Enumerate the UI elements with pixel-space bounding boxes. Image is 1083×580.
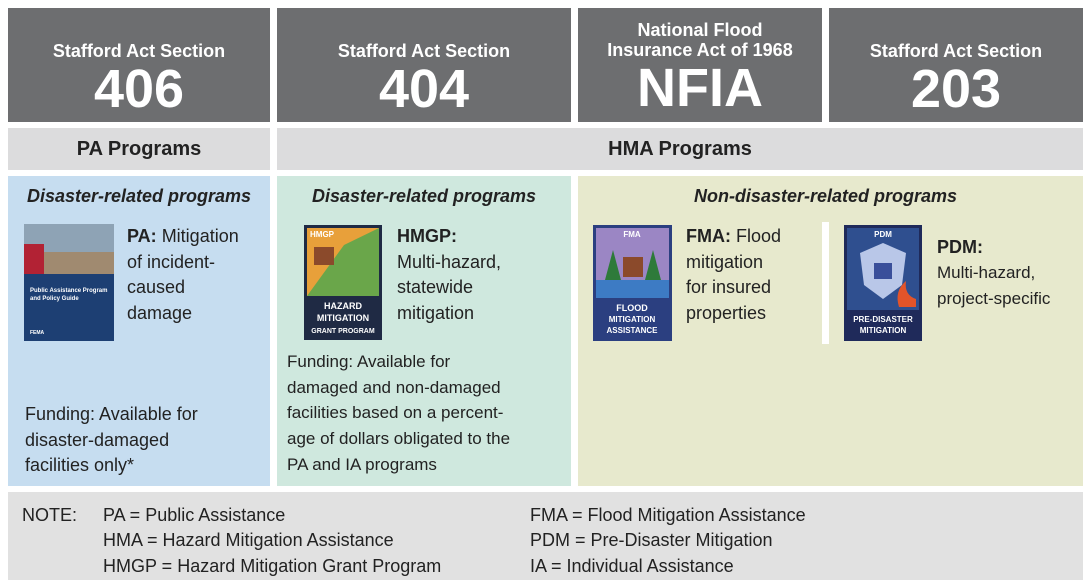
note-item: HMA = Hazard Mitigation Assistance <box>103 530 394 551</box>
program-description: Multi-hazard, <box>397 252 501 273</box>
note-label: NOTE: <box>22 505 77 526</box>
icon-text: and Policy Guide <box>30 296 79 302</box>
icon-text: HMGP <box>310 230 335 239</box>
header-box: National Flood Insurance Act of 1968 NFI… <box>578 8 822 122</box>
icon-text: GRANT PROGRAM <box>311 328 375 335</box>
funding-line: PA and IA programs <box>287 455 437 475</box>
icon-text: PDM <box>874 230 892 239</box>
panel-heading: Disaster-related programs <box>8 186 270 207</box>
program-line: PA: Mitigation <box>127 226 239 247</box>
program-description: of incident- <box>127 252 215 273</box>
icon-text: FMA <box>623 230 641 239</box>
program-description: mitigation <box>686 252 763 273</box>
program-code: FMA: <box>686 226 731 246</box>
header-subtitle: Stafford Act Section <box>8 41 270 61</box>
note-item: PDM = Pre-Disaster Mitigation <box>530 530 773 551</box>
hmgp-icon: HMGP HAZARD MITIGATION GRANT PROGRAM <box>304 225 382 340</box>
header-subtitle: Insurance Act of 1968 <box>578 40 822 60</box>
icon-text: FLOOD <box>616 303 648 313</box>
note-item: FMA = Flood Mitigation Assistance <box>530 505 806 526</box>
panel-heading: Non-disaster-related programs <box>578 186 1073 207</box>
header-subtitle: Stafford Act Section <box>829 41 1083 61</box>
program-code: PA: <box>127 226 157 246</box>
program-group: PA Programs <box>8 128 270 170</box>
funding-line: Funding: Available for <box>25 404 198 425</box>
funding-line: damaged and non-damaged <box>287 378 501 398</box>
panel-heading: Disaster-related programs <box>277 186 571 207</box>
icon-text: ASSISTANCE <box>607 326 659 335</box>
program-description: damage <box>127 303 192 324</box>
program-description: for insured <box>686 277 771 298</box>
pdm-icon: PDM PRE-DISASTER MITIGATION <box>844 225 922 341</box>
header-subtitle: National Flood <box>578 20 822 40</box>
icon-text: PRE-DISASTER <box>853 315 913 324</box>
header-subtitle: Stafford Act Section <box>277 41 571 61</box>
header-box: Stafford Act Section 203 <box>829 8 1083 122</box>
icon-text: HAZARD <box>324 301 362 311</box>
program-description: properties <box>686 303 766 324</box>
program-description: project-specific <box>937 289 1050 309</box>
program-code: HMGP: <box>397 226 457 247</box>
icon-text: Public Assistance Program <box>30 288 107 294</box>
icon-text: MITIGATION <box>609 315 656 324</box>
divider <box>822 222 829 344</box>
program-description: Multi-hazard, <box>937 263 1035 283</box>
program-description: caused <box>127 277 185 298</box>
icon-text: FEMA <box>30 330 45 336</box>
header-title: NFIA <box>578 60 822 116</box>
program-description: mitigation <box>397 303 474 324</box>
infographic: Stafford Act Section 406 Stafford Act Se… <box>0 0 1083 580</box>
icon-text: MITIGATION <box>860 326 907 335</box>
program-description: Flood <box>736 226 781 246</box>
header-box: Stafford Act Section 404 <box>277 8 571 122</box>
program-group: HMA Programs <box>277 128 1083 170</box>
note-item: HMGP = Hazard Mitigation Grant Program <box>103 556 441 577</box>
program-line: FMA: Flood <box>686 226 781 247</box>
note-item: IA = Individual Assistance <box>530 556 734 577</box>
header-box: Stafford Act Section 406 <box>8 8 270 122</box>
note-item: PA = Public Assistance <box>103 505 285 526</box>
funding-line: disaster-damaged <box>25 430 169 451</box>
program-code: PDM: <box>937 237 983 258</box>
funding-line: Funding: Available for <box>287 352 450 372</box>
funding-line: facilities based on a percent- <box>287 403 503 423</box>
fma-icon: FMA FLOOD MITIGATION ASSISTANCE <box>593 225 672 341</box>
pa-guide-icon: Public Assistance Program and Policy Gui… <box>24 224 114 341</box>
header-title: 404 <box>277 61 571 117</box>
icon-text: MITIGATION <box>317 313 369 323</box>
header-title: 406 <box>8 61 270 117</box>
program-description: Mitigation <box>162 226 239 246</box>
funding-line: facilities only* <box>25 455 134 476</box>
program-description: statewide <box>397 277 473 298</box>
funding-line: age of dollars obligated to the <box>287 429 510 449</box>
header-title: 203 <box>829 61 1083 117</box>
